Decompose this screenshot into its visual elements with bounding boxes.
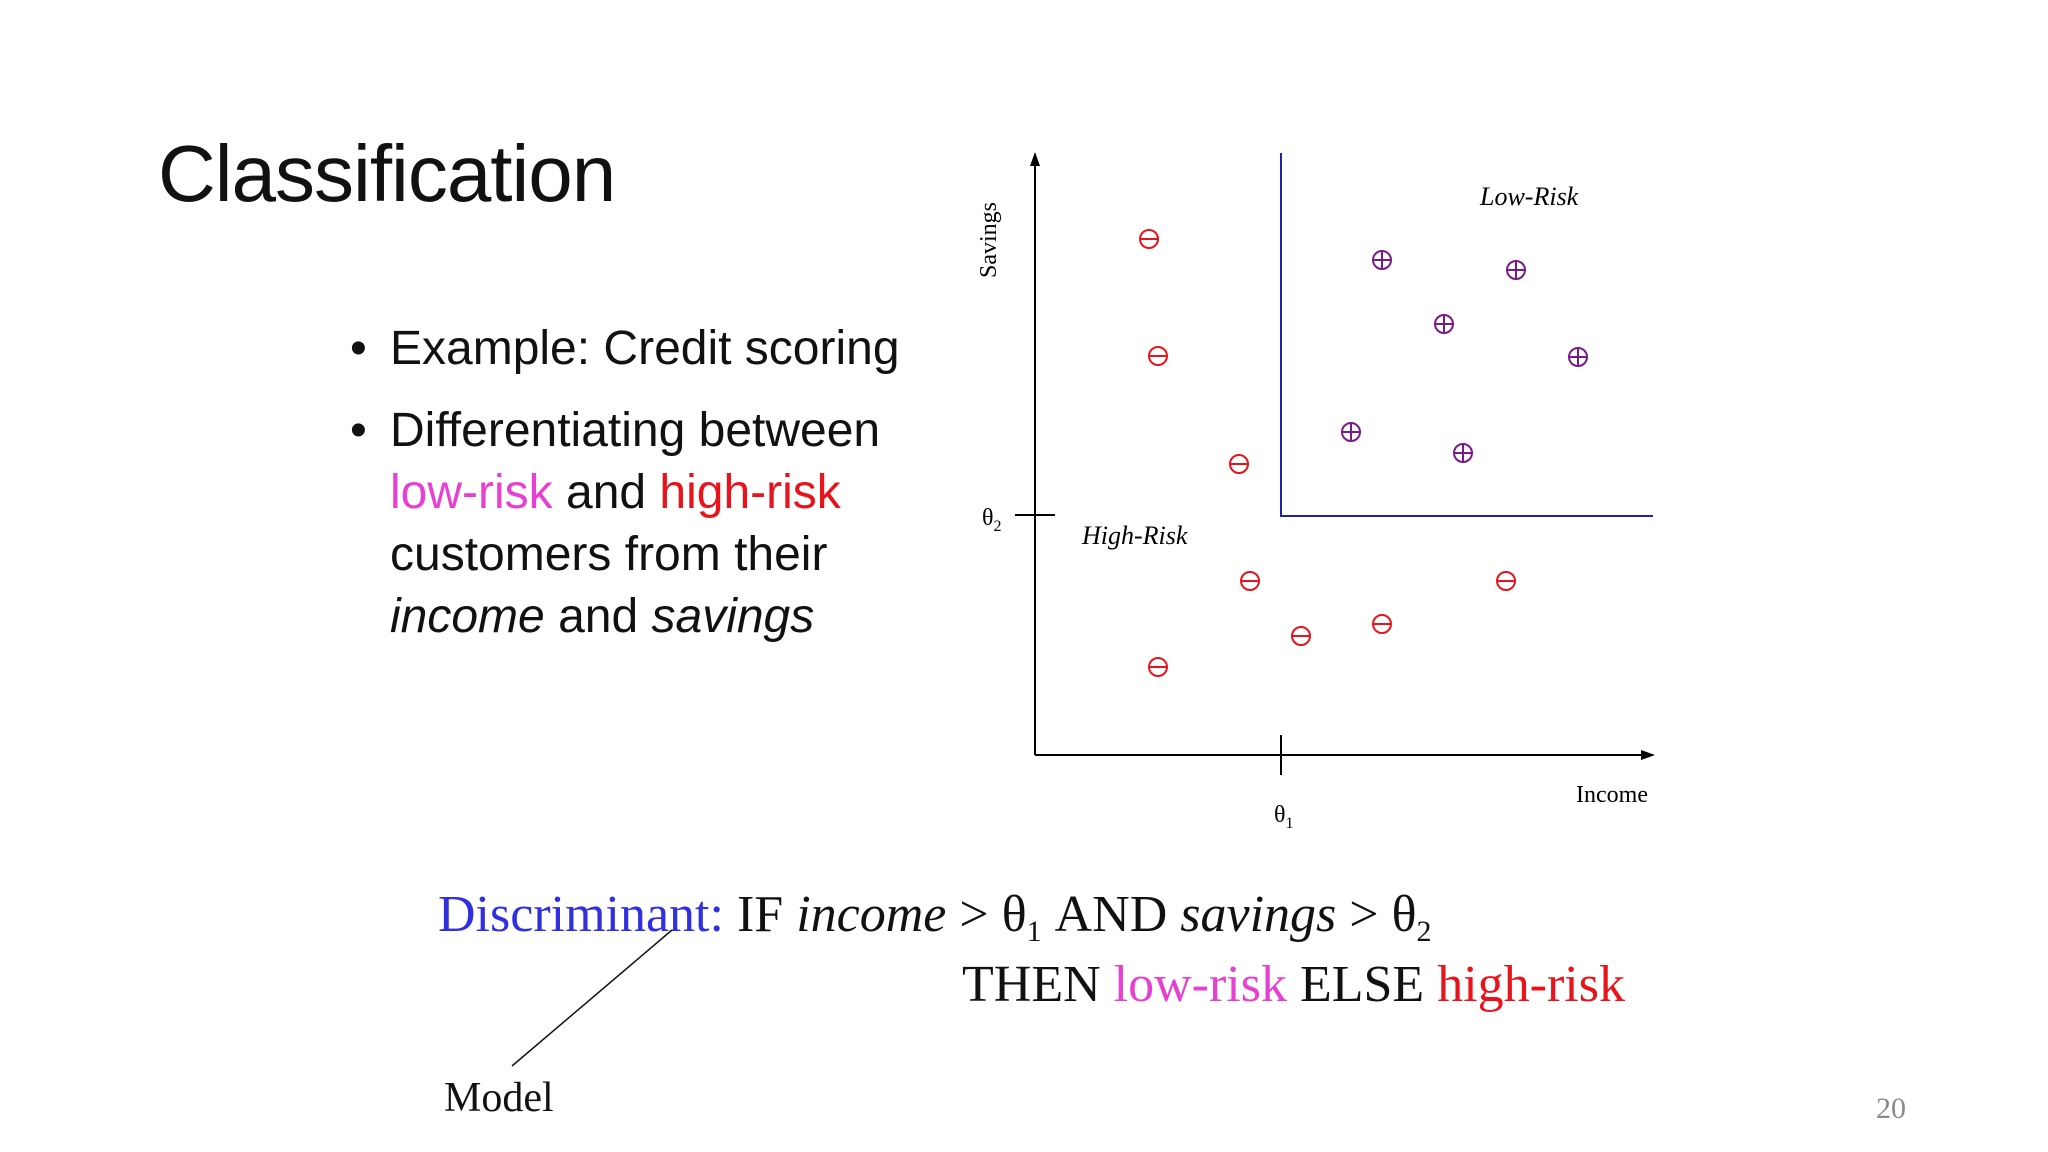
minus-point [1139,229,1159,249]
income-word: income [390,590,545,643]
rule-sub-2: 2 [1416,915,1432,948]
low-risk-highlight: low-risk [390,466,553,519]
low-risk-region-label: Low-Risk [1479,182,1579,211]
bullet-text: Example: Credit scoring [390,322,900,375]
rule-low-risk: low-risk [1113,956,1287,1013]
minus-point [1291,626,1311,646]
bullet-text-and: and [552,466,660,519]
plus-point [1434,314,1454,334]
minus-point [1148,657,1168,677]
credit-scoring-diagram: Savings Income θ1 θ2 Low-Risk High-Risk [976,152,1655,832]
rule-and: AND [1041,886,1181,943]
plus-point [1568,347,1588,367]
rule-line-1: Discriminant: IF income > θ1 AND savings… [438,880,1738,967]
slide-title: Classification [158,129,616,218]
discriminant-rule: Discriminant: IF income > θ1 AND savings… [438,880,1738,1013]
bullet-text-pre: Differentiating between [390,404,881,457]
theta2-subscript: 2 [994,518,1002,535]
minus-point [1372,614,1392,634]
rule-then: THEN [962,956,1114,1013]
rule-else: ELSE [1286,956,1438,1013]
bullet-text-and2: and [544,590,652,643]
discriminant-label: Discriminant: [438,886,724,943]
theta2-symbol: θ [982,505,994,531]
bullet-differentiating: Differentiating between low-risk and hig… [350,400,910,648]
theta1-label: θ1 [1274,802,1294,832]
theta2-label: θ2 [982,505,1002,535]
rule-gt-theta2: > θ [1336,886,1417,943]
page-number: 20 [1876,1092,1906,1125]
rule-line-2: THEN low-risk ELSE high-risk [962,950,1625,1020]
bullet-list: Example: Credit scoring Differentiating … [350,318,910,668]
high-risk-region-label: High-Risk [1081,521,1188,550]
rule-high-risk: high-risk [1437,956,1625,1013]
rule-if: IF [723,886,797,943]
decision-boundary [1280,153,1653,517]
plus-point [1453,443,1473,463]
plus-point [1372,250,1392,270]
model-label: Model [444,1075,554,1121]
savings-word: savings [651,590,815,643]
minus-point [1148,346,1168,366]
rule-income: income [796,886,947,943]
rule-gt-theta1: > θ [946,886,1027,943]
bullet-credit-scoring: Example: Credit scoring [350,318,910,380]
minus-point [1229,454,1249,474]
rule-savings: savings [1180,886,1337,943]
minus-point [1240,571,1260,591]
plus-point [1506,260,1526,280]
plus-point [1341,422,1361,442]
high-risk-highlight: high-risk [659,466,841,519]
theta1-symbol: θ [1274,802,1286,828]
y-axis-label: Savings [976,202,1002,278]
x-axis-label: Income [1576,782,1648,808]
bullet-text-customers: customers from their [390,528,828,581]
rule-sub-1: 1 [1026,915,1042,948]
theta1-subscript: 1 [1286,815,1294,832]
minus-point [1496,571,1516,591]
